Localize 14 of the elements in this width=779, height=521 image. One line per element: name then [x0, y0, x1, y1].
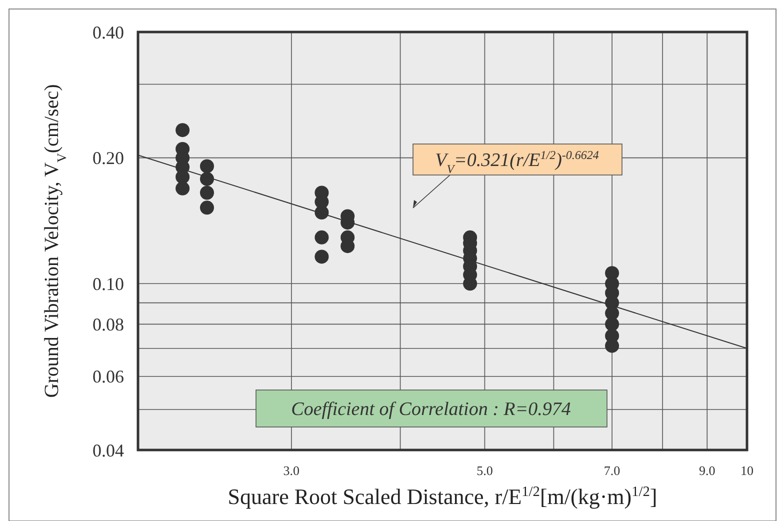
y-tick-label: 0.40: [92, 22, 124, 42]
x-axis-title: Square Root Scaled Distance, r/E$^{1/2}$[m/(kg·m)$^{1/2}$]: [228, 484, 658, 509]
x-tick-label: 9.0: [699, 463, 716, 478]
x-tick-label: 3.0: [283, 463, 300, 478]
y-tick-label: 0.20: [92, 148, 124, 168]
x-tick-label: 10: [740, 463, 754, 478]
y-tick-label: 0.08: [92, 314, 124, 334]
annotation: V$_{V}$=0.321(r/E$^{1/2}$)$^{-0.6624}$: [435, 148, 599, 176]
x-tick-label: 5.0: [476, 463, 493, 478]
annotation: Coefficient of Correlation : R=0.974: [291, 399, 572, 420]
x-tick-label: 7.0: [604, 463, 620, 478]
y-tick-label: 0.06: [92, 366, 124, 387]
y-tick-label: 0.04: [92, 440, 124, 460]
y-tick-label: 0.10: [92, 274, 124, 294]
